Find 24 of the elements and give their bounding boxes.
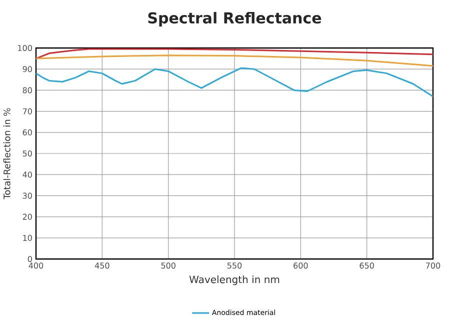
line-series xyxy=(36,48,433,60)
chart-title: Spectral Reflectance xyxy=(148,12,322,26)
y-tick-label: 50 xyxy=(22,150,32,157)
y-tick-label: 100 xyxy=(18,44,32,52)
line-series xyxy=(36,67,433,98)
x-tick-label: 600 xyxy=(294,262,308,269)
line-series xyxy=(36,54,433,67)
y-tick-label: 20 xyxy=(22,214,32,220)
y-tick-label: 90 xyxy=(22,66,32,72)
x-tick-label: 550 xyxy=(227,262,242,269)
y-axis-title: Total-Reflection in % xyxy=(3,108,10,200)
x-tick-label: 400 xyxy=(28,262,44,269)
x-tick-label: 650 xyxy=(360,262,374,269)
x-tick-label: 700 xyxy=(426,262,440,269)
y-tick-label: 10 xyxy=(23,234,32,241)
y-tick-label: 70 xyxy=(22,108,32,114)
x-tick-label: 450 xyxy=(94,262,110,269)
y-tick-label: 60 xyxy=(22,129,32,136)
y-tick-label: 30 xyxy=(22,192,32,199)
y-tick-label: 80 xyxy=(22,87,32,94)
x-tick-label: 500 xyxy=(161,262,176,269)
y-tick-label: 0 xyxy=(28,256,32,262)
y-tick-label: 40 xyxy=(22,172,32,178)
x-axis-title: Wavelength in nm xyxy=(189,275,280,286)
